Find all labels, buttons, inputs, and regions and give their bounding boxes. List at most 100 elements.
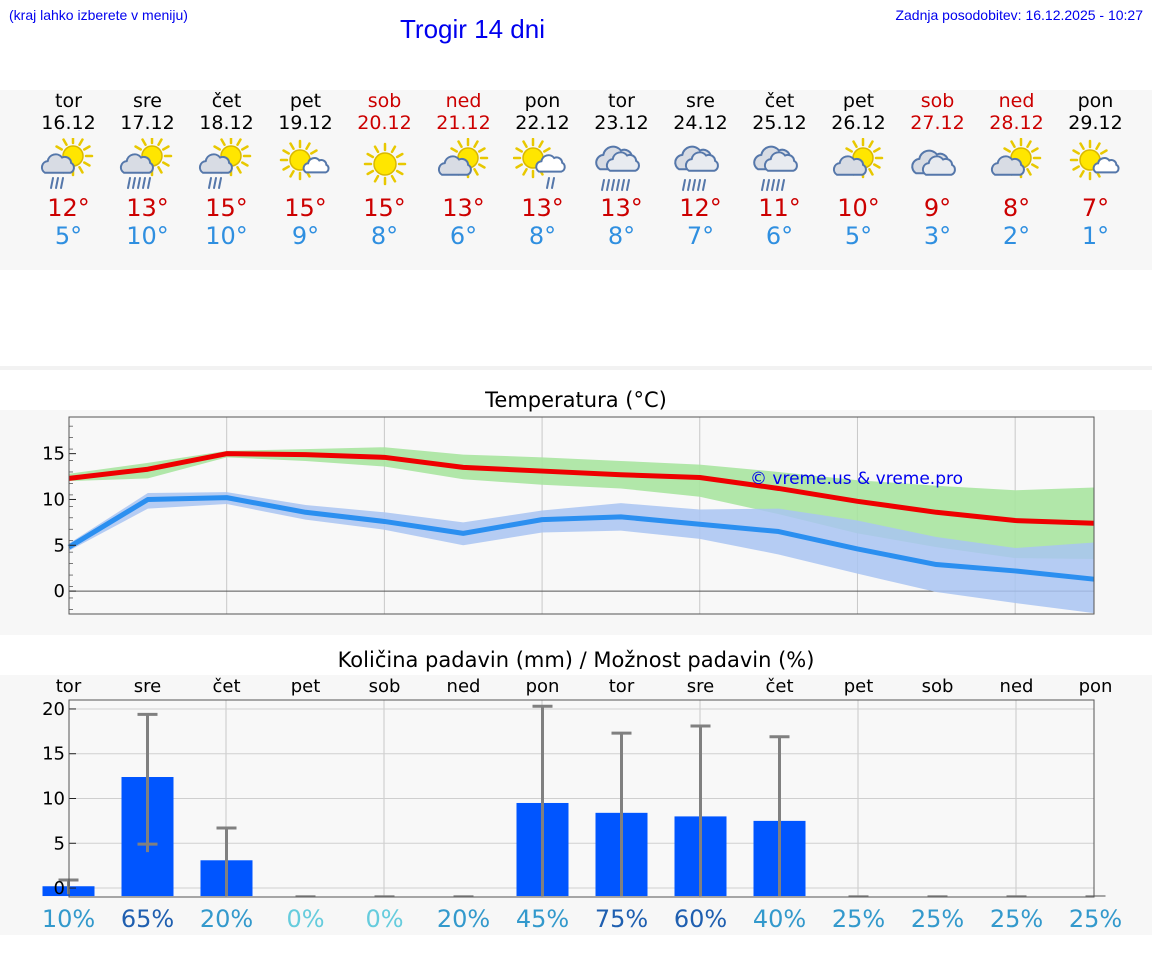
sun-cloud-rain-icon <box>512 138 566 189</box>
category-label: čet <box>212 676 240 697</box>
day-name: sre <box>133 90 162 112</box>
day-name: sre <box>686 90 715 112</box>
day-date: 23.12 <box>594 112 649 134</box>
precip-probability: 0% <box>286 905 324 933</box>
day-name: sob <box>920 90 955 112</box>
precip-probability: 75% <box>595 905 648 933</box>
y-tick-label: 20 <box>42 699 65 720</box>
min-range-band <box>69 492 1094 614</box>
temp-max: 15° <box>205 194 248 222</box>
max-temp-line <box>68 451 1095 526</box>
y-tick-label: 0 <box>54 878 65 899</box>
precip-probability: 20% <box>200 905 253 933</box>
temp-max: 15° <box>284 194 327 222</box>
cloudy-icon <box>910 149 956 176</box>
day-column: tor 23.12 13° 8° <box>582 90 661 250</box>
day-name: pet <box>842 90 875 112</box>
watermark: © vreme.us & vreme.pro <box>750 469 963 489</box>
day-date: 27.12 <box>910 112 965 134</box>
cloudy-rain-icon <box>673 145 719 191</box>
day-name: ned <box>445 90 482 112</box>
precipitation-chart: tor sre čet pet sob ned pon tor sre čet pet sob ned p… <box>42 676 1122 933</box>
temp-max: 15° <box>363 194 406 222</box>
day-column: pet 26.12 10° 5° <box>819 90 898 250</box>
day-column: ned 28.12 8° 2° <box>977 90 1056 250</box>
category-label: čet <box>765 676 793 697</box>
temp-min: 9° <box>291 222 320 250</box>
precip-probability: 10% <box>42 905 95 933</box>
day-date: 20.12 <box>357 112 412 134</box>
day-date: 17.12 <box>120 112 175 134</box>
precip-probability: 25% <box>911 905 964 933</box>
temp-min: 5° <box>844 222 873 250</box>
day-date: 25.12 <box>752 112 807 134</box>
precip-probability: 65% <box>121 905 174 933</box>
temp-min: 7° <box>686 222 715 250</box>
category-label: pet <box>844 676 874 697</box>
day-column: čet 18.12 15° 10° <box>187 90 266 250</box>
y-tick-label: 15 <box>42 744 65 765</box>
last-update: Zadnja posodobitev: 16.12.2025 - 10:27 <box>895 7 1143 23</box>
temperature-chart: 0 5 10 15 © vreme.us & vreme.pro <box>42 416 1095 615</box>
page-title: Trogir 14 dni <box>400 14 545 44</box>
partly-cloudy-icon <box>437 138 488 179</box>
y-tick-label: 5 <box>54 833 65 854</box>
temp-min: 6° <box>765 222 794 250</box>
partly-cloudy-icon <box>832 138 883 179</box>
day-date: 21.12 <box>436 112 491 134</box>
temp-max: 11° <box>758 194 801 222</box>
temp-max: 10° <box>837 194 880 222</box>
precip-probability: 40% <box>753 905 806 933</box>
day-name: ned <box>998 90 1035 112</box>
partly-sunny-heavy-rain-icon <box>119 138 172 189</box>
category-label: pon <box>1079 676 1113 697</box>
precip-probability: 20% <box>437 905 490 933</box>
precip-probability: 45% <box>516 905 569 933</box>
category-label: pet <box>291 676 321 697</box>
cloudy-heavy-rain-icon <box>594 145 640 191</box>
temp-min: 10° <box>205 222 248 250</box>
temp-max: 9° <box>923 194 952 222</box>
precip-probability: 60% <box>674 905 727 933</box>
category-label: sob <box>922 676 954 697</box>
day-date: 18.12 <box>199 112 254 134</box>
category-label: pon <box>526 676 560 697</box>
category-label: tor <box>609 676 635 697</box>
day-date: 26.12 <box>831 112 886 134</box>
y-tick-label: 10 <box>42 789 65 810</box>
day-date: 19.12 <box>278 112 333 134</box>
temp-max: 12° <box>47 194 90 222</box>
temp-min: 8° <box>607 222 636 250</box>
day-column: sre 24.12 12° 7° <box>661 90 740 250</box>
precip-probability: 25% <box>832 905 885 933</box>
partly-cloudy-icon <box>990 138 1041 179</box>
temperature-title: Temperatura (°C) <box>485 388 667 412</box>
temp-min: 1° <box>1081 222 1110 250</box>
day-column: ned 21.12 13° 6° <box>424 90 503 250</box>
temp-max: 13° <box>126 194 169 222</box>
day-date: 16.12 <box>41 112 96 134</box>
precip-probability: 25% <box>1069 905 1122 933</box>
category-label: tor <box>56 676 82 697</box>
temp-min: 8° <box>370 222 399 250</box>
cloudy-rain-icon <box>752 145 798 191</box>
day-column: sob 27.12 9° 3° <box>898 90 977 250</box>
temp-min: 6° <box>449 222 478 250</box>
temp-max: 13° <box>442 194 485 222</box>
partly-sunny-rain-icon <box>40 138 93 189</box>
precip-title: Količina padavin (mm) / Možnost padavin … <box>337 648 815 672</box>
y-tick-label: 5 <box>54 535 65 556</box>
category-label: sre <box>687 676 714 697</box>
temp-max: 13° <box>600 194 643 222</box>
temp-max: 8° <box>1002 194 1031 222</box>
temp-max: 7° <box>1081 194 1110 222</box>
precip-probability: 25% <box>990 905 1043 933</box>
temp-min: 3° <box>923 222 952 250</box>
plot-frame <box>68 416 1095 615</box>
category-label: sob <box>369 676 401 697</box>
partly-sunny-rain-icon <box>198 138 251 189</box>
temp-max: 13° <box>521 194 564 222</box>
day-date: 22.12 <box>515 112 570 134</box>
day-name: pon <box>524 90 561 112</box>
temp-min: 8° <box>528 222 557 250</box>
